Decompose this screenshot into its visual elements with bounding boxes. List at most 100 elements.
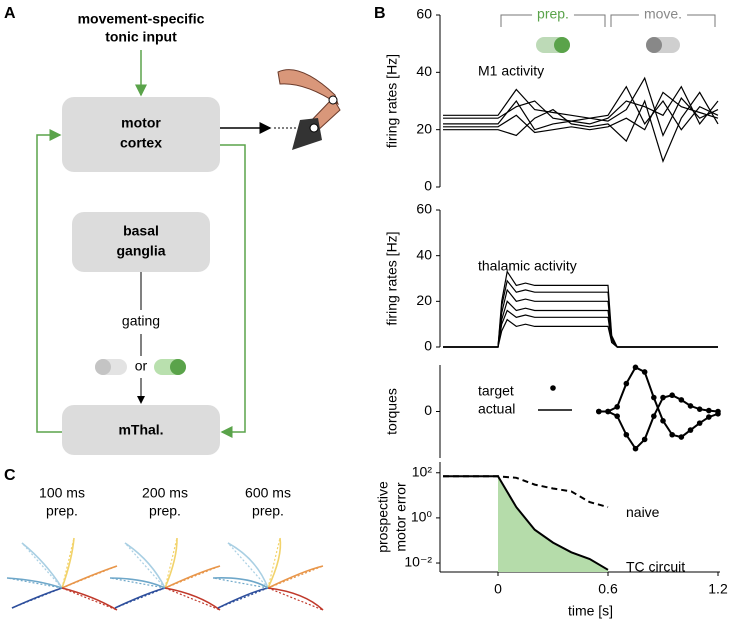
phase-toggle-knob <box>554 37 570 53</box>
toggle-knob <box>95 359 111 375</box>
trajectory <box>124 542 166 589</box>
phase-label: move. <box>644 6 682 22</box>
y-tick-label: 0 <box>424 338 432 354</box>
trajectory-target <box>212 577 269 589</box>
node-label: ganglia <box>116 243 165 259</box>
trajectory-target <box>114 587 166 609</box>
arm-icon <box>277 69 341 150</box>
trajectory-target <box>61 587 118 611</box>
line <box>443 91 719 134</box>
panel-label: B <box>374 5 386 22</box>
line <box>443 475 609 509</box>
phase-label: prep. <box>537 6 569 22</box>
node-label: mThal. <box>118 422 163 438</box>
line <box>443 318 718 348</box>
line <box>443 91 719 163</box>
trajectory <box>164 565 221 589</box>
trajectory <box>267 537 282 589</box>
loop-arrow <box>36 129 62 433</box>
y-axis-label: prospective <box>375 481 391 553</box>
trajectory <box>212 577 269 589</box>
node-box <box>72 212 210 272</box>
condition-label: prep. <box>46 503 78 519</box>
x-tick-label: 1.2 <box>708 581 728 597</box>
y-tick-label: 40 <box>416 246 432 262</box>
node-label: motor <box>121 115 161 131</box>
line <box>443 300 718 348</box>
y-axis-label: motor error <box>393 482 409 552</box>
label-bg <box>532 6 574 24</box>
trajectory-target <box>11 587 63 609</box>
y-tick-label: 60 <box>416 6 432 22</box>
annotation: thalamic activity <box>478 258 577 274</box>
line <box>443 288 718 348</box>
line <box>598 394 719 451</box>
trajectory <box>217 587 269 609</box>
y-tick-label: 40 <box>416 63 432 79</box>
trajectory-target <box>164 587 221 611</box>
node-box <box>62 97 220 172</box>
line <box>443 85 719 131</box>
series-label: naive <box>626 504 660 520</box>
trajectory-target <box>227 542 269 589</box>
trajectory-target <box>21 542 63 589</box>
y-axis-label: firing rates [Hz] <box>384 54 400 148</box>
trajectory-target <box>164 537 178 589</box>
line <box>443 279 718 348</box>
trajectory <box>267 565 324 589</box>
panel-label: A <box>4 5 16 22</box>
toggle-knob <box>170 359 186 375</box>
condition-label: 600 ms <box>245 485 291 501</box>
x-axis-label: time [s] <box>568 603 613 619</box>
trajectory-target <box>6 577 63 589</box>
gating-label: gating <box>122 313 160 329</box>
trajectory-target <box>267 537 281 589</box>
x-tick-label: 0 <box>494 581 502 597</box>
line <box>443 270 718 348</box>
y-tick-label: 20 <box>416 292 432 308</box>
trajectory <box>61 587 118 611</box>
legend-label: actual <box>478 401 515 417</box>
y-tick-label: 10⁰ <box>411 509 433 525</box>
condition-label: 100 ms <box>39 485 85 501</box>
trajectory-target <box>164 565 221 589</box>
y-tick-label: 10² <box>412 463 433 479</box>
trajectory-target <box>109 577 166 589</box>
trajectory <box>227 542 269 589</box>
condition-label: prep. <box>149 503 181 519</box>
node-label: basal <box>123 223 159 239</box>
condition-label: prep. <box>252 503 284 519</box>
trajectory-target <box>267 565 324 589</box>
y-axis-label: firing rates [Hz] <box>384 231 400 325</box>
phase-toggle-knob <box>646 37 662 53</box>
trajectory-target <box>217 587 269 609</box>
line <box>443 76 719 138</box>
trajectory-target <box>61 537 75 589</box>
trajectory <box>164 587 221 611</box>
trajectory <box>21 542 63 589</box>
panel-c: 100 ms prep. 200 ms prep. 600 ms prep. <box>6 485 324 611</box>
x-tick-label: 0.6 <box>598 581 618 597</box>
or-label: or <box>135 358 148 374</box>
trajectory <box>267 587 324 611</box>
label-bg <box>638 6 688 24</box>
node-label: cortex <box>120 135 162 151</box>
y-tick-label: 20 <box>416 120 432 136</box>
line <box>598 365 719 439</box>
node-box <box>62 405 220 455</box>
loop-arrow <box>220 144 246 438</box>
input-label: movement-specific <box>78 11 205 27</box>
series-label: TC circuit <box>626 559 685 575</box>
trajectory-target <box>61 565 118 589</box>
trajectory <box>164 537 178 589</box>
line <box>443 85 719 126</box>
annotation: M1 activity <box>478 63 544 79</box>
y-tick-label: 0 <box>424 178 432 194</box>
trajectory-target <box>267 587 324 611</box>
line <box>443 309 718 348</box>
y-tick-label: 10⁻² <box>404 554 432 570</box>
legend-label: target <box>478 383 514 399</box>
trajectory <box>109 577 166 589</box>
input-label: tonic input <box>105 29 177 45</box>
panel-label: C <box>4 467 16 484</box>
